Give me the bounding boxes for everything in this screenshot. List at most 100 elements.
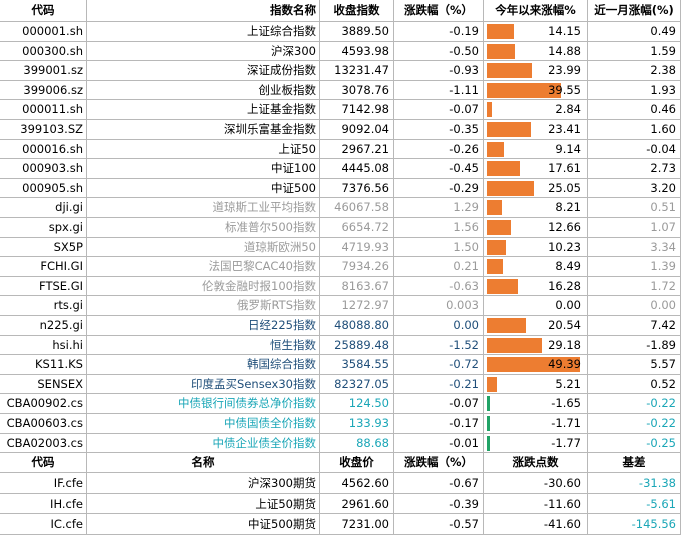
cell-close[interactable]: 4593.98 bbox=[320, 41, 394, 61]
cell-code[interactable]: 399006.sz bbox=[0, 80, 87, 100]
cell-month[interactable]: -0.04 bbox=[588, 139, 681, 159]
cell-change[interactable]: -0.63 bbox=[394, 276, 484, 296]
cell-code[interactable]: SENSEX bbox=[0, 374, 87, 394]
cell-change[interactable]: 0.003 bbox=[394, 296, 484, 315]
cell-close[interactable]: 25889.48 bbox=[320, 335, 394, 355]
cell-close[interactable]: 7934.26 bbox=[320, 257, 394, 276]
cell-close[interactable]: 4719.93 bbox=[320, 237, 394, 257]
cell-change[interactable]: -0.45 bbox=[394, 159, 484, 178]
cell-change[interactable]: 1.50 bbox=[394, 237, 484, 257]
fut-close[interactable]: 4562.60 bbox=[320, 473, 394, 493]
cell-name[interactable]: 上证基金指数 bbox=[87, 100, 320, 119]
cell-name[interactable]: 恒生指数 bbox=[87, 335, 320, 355]
cell-code[interactable]: rts.gi bbox=[0, 296, 87, 315]
fut-basis[interactable]: -31.38 bbox=[588, 473, 681, 493]
cell-ytd[interactable]: 5.21 bbox=[484, 374, 588, 394]
cell-change[interactable]: -0.21 bbox=[394, 374, 484, 394]
cell-change[interactable]: -1.52 bbox=[394, 335, 484, 355]
fut-basis[interactable]: -145.56 bbox=[588, 514, 681, 534]
cell-change[interactable]: 0.00 bbox=[394, 316, 484, 335]
cell-ytd[interactable]: 10.23 bbox=[484, 237, 588, 257]
cell-month[interactable]: 3.34 bbox=[588, 237, 681, 257]
cell-close[interactable]: 7376.56 bbox=[320, 178, 394, 198]
cell-change[interactable]: -0.19 bbox=[394, 22, 484, 41]
cell-month[interactable]: 3.20 bbox=[588, 178, 681, 198]
cell-name[interactable]: 日经225指数 bbox=[87, 316, 320, 335]
cell-name[interactable]: 中证500 bbox=[87, 178, 320, 198]
header-name[interactable]: 指数名称 bbox=[87, 0, 320, 21]
cell-month[interactable]: 0.51 bbox=[588, 198, 681, 217]
cell-change[interactable]: -0.26 bbox=[394, 139, 484, 159]
cell-code[interactable]: FTSE.GI bbox=[0, 276, 87, 296]
cell-month[interactable]: -0.22 bbox=[588, 414, 681, 433]
cell-change[interactable]: -0.50 bbox=[394, 41, 484, 61]
cell-month[interactable]: 7.42 bbox=[588, 316, 681, 335]
cell-month[interactable]: -0.22 bbox=[588, 394, 681, 413]
cell-code[interactable]: CBA00603.cs bbox=[0, 414, 87, 433]
cell-name[interactable]: 伦敦金融时报100指数 bbox=[87, 276, 320, 296]
cell-name[interactable]: 俄罗斯RTS指数 bbox=[87, 296, 320, 315]
cell-month[interactable]: 5.57 bbox=[588, 355, 681, 374]
cell-month[interactable]: 0.00 bbox=[588, 296, 681, 315]
cell-name[interactable]: 中债企业债全价指数 bbox=[87, 433, 320, 453]
cell-ytd[interactable]: -1.65 bbox=[484, 394, 588, 413]
cell-month[interactable]: 1.60 bbox=[588, 120, 681, 139]
cell-change[interactable]: -0.01 bbox=[394, 433, 484, 453]
fut-code[interactable]: IF.cfe bbox=[0, 473, 87, 493]
cell-close[interactable]: 48088.80 bbox=[320, 316, 394, 335]
header-ytd[interactable]: 今年以来涨幅% bbox=[484, 0, 588, 21]
cell-month[interactable]: -0.25 bbox=[588, 433, 681, 453]
fut-basis[interactable]: -5.61 bbox=[588, 493, 681, 514]
cell-ytd[interactable]: 2.84 bbox=[484, 100, 588, 119]
futures-header-basis[interactable]: 基差 bbox=[588, 452, 681, 472]
futures-header-change[interactable]: 涨跌幅（%） bbox=[394, 452, 484, 472]
cell-code[interactable]: 000903.sh bbox=[0, 159, 87, 178]
fut-code[interactable]: IH.cfe bbox=[0, 493, 87, 514]
fut-points[interactable]: -30.60 bbox=[484, 473, 588, 493]
cell-code[interactable]: 399103.SZ bbox=[0, 120, 87, 139]
cell-close[interactable]: 4445.08 bbox=[320, 159, 394, 178]
fut-name[interactable]: 上证50期货 bbox=[87, 493, 320, 514]
cell-ytd[interactable]: 12.66 bbox=[484, 218, 588, 237]
cell-code[interactable]: KS11.KS bbox=[0, 355, 87, 374]
cell-ytd[interactable]: -1.71 bbox=[484, 414, 588, 433]
cell-ytd[interactable]: 9.14 bbox=[484, 139, 588, 159]
cell-change[interactable]: -0.93 bbox=[394, 61, 484, 80]
cell-name[interactable]: 法国巴黎CAC40指数 bbox=[87, 257, 320, 276]
cell-code[interactable]: hsi.hi bbox=[0, 335, 87, 355]
cell-close[interactable]: 3584.55 bbox=[320, 355, 394, 374]
cell-close[interactable]: 88.68 bbox=[320, 433, 394, 453]
cell-close[interactable]: 46067.58 bbox=[320, 198, 394, 217]
cell-close[interactable]: 9092.04 bbox=[320, 120, 394, 139]
cell-ytd[interactable]: 16.28 bbox=[484, 276, 588, 296]
fut-points[interactable]: -11.60 bbox=[484, 493, 588, 514]
cell-change[interactable]: 0.21 bbox=[394, 257, 484, 276]
cell-change[interactable]: 1.56 bbox=[394, 218, 484, 237]
header-change[interactable]: 涨跌幅（%） bbox=[394, 0, 484, 21]
cell-code[interactable]: spx.gi bbox=[0, 218, 87, 237]
cell-month[interactable]: 1.59 bbox=[588, 41, 681, 61]
cell-month[interactable]: 2.38 bbox=[588, 61, 681, 80]
cell-month[interactable]: 1.72 bbox=[588, 276, 681, 296]
cell-close[interactable]: 2967.21 bbox=[320, 139, 394, 159]
fut-code[interactable]: IC.cfe bbox=[0, 514, 87, 534]
cell-ytd[interactable]: 39.55 bbox=[484, 80, 588, 100]
cell-month[interactable]: 0.52 bbox=[588, 374, 681, 394]
cell-ytd[interactable]: 49.39 bbox=[484, 355, 588, 374]
futures-header-points[interactable]: 涨跌点数 bbox=[484, 452, 588, 472]
cell-close[interactable]: 133.93 bbox=[320, 414, 394, 433]
cell-ytd[interactable]: 23.41 bbox=[484, 120, 588, 139]
cell-code[interactable]: 000905.sh bbox=[0, 178, 87, 198]
futures-header-code[interactable]: 代码 bbox=[0, 452, 87, 472]
cell-change[interactable]: -1.11 bbox=[394, 80, 484, 100]
fut-name[interactable]: 中证500期货 bbox=[87, 514, 320, 534]
cell-ytd[interactable]: 0.00 bbox=[484, 296, 588, 315]
header-code[interactable]: 代码 bbox=[0, 0, 87, 21]
fut-name[interactable]: 沪深300期货 bbox=[87, 473, 320, 493]
cell-name[interactable]: 深证成份指数 bbox=[87, 61, 320, 80]
cell-name[interactable]: 标准普尔500指数 bbox=[87, 218, 320, 237]
cell-ytd[interactable]: 8.21 bbox=[484, 198, 588, 217]
futures-header-name[interactable]: 名称 bbox=[87, 452, 320, 472]
fut-points[interactable]: -41.60 bbox=[484, 514, 588, 534]
cell-ytd[interactable]: 20.54 bbox=[484, 316, 588, 335]
